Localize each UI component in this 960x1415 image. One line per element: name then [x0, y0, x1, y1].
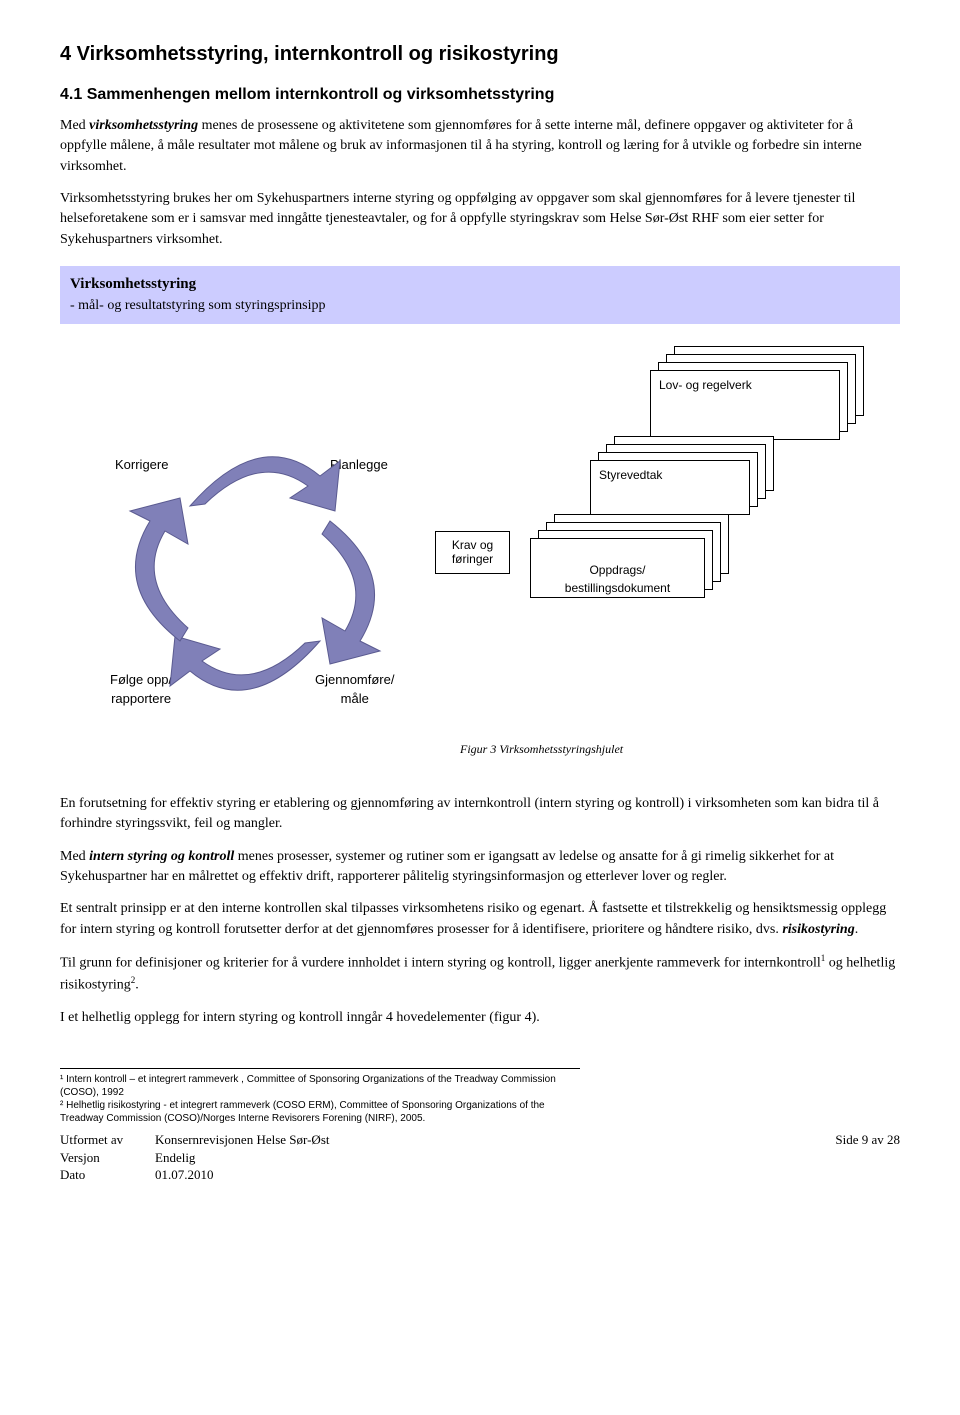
paragraph-5: Et sentralt prinsipp er at den interne k…: [60, 899, 900, 940]
arrow-left: [110, 496, 200, 656]
section-heading: 4 Virksomhetsstyring, internkontroll og …: [60, 40, 900, 69]
term-risikostyring: risikostyring: [782, 922, 854, 937]
term-intern-styring: intern styring og kontroll: [89, 849, 234, 864]
label-korrigere: Korrigere: [115, 456, 168, 475]
figure-caption: Figur 3 Virksomhetsstyringshjulet: [460, 741, 623, 758]
box-krav: Krav og føringer: [435, 531, 510, 574]
footnote-2: ² Helhetlig risikostyring - et integrert…: [60, 1099, 580, 1125]
label-styrevedtak: Styrevedtak: [599, 468, 662, 482]
banner-title: Virksomhetsstyring: [70, 274, 890, 296]
footer-label: Utformet av: [60, 1131, 155, 1149]
banner-virksomhetsstyring: Virksomhetsstyring - mål- og resultatsty…: [60, 266, 900, 324]
footer-label: Dato: [60, 1166, 155, 1184]
text: .: [135, 977, 139, 992]
label-oppdrags: Oppdrags/ bestillingsdokument: [565, 563, 670, 594]
subsection-heading: 4.1 Sammenhengen mellom internkontroll o…: [60, 83, 900, 106]
paragraph-1: Med virksomhetsstyring menes de prosesse…: [60, 116, 900, 177]
footer-value: Endelig: [155, 1150, 195, 1165]
banner-subtitle: - mål- og resultatstyring som styringspr…: [70, 296, 890, 316]
text: Med: [60, 118, 89, 133]
footnote-1: ¹ Intern kontroll – et integrert rammeve…: [60, 1073, 580, 1099]
text: Med: [60, 849, 89, 864]
diagram-wheel: Lov- og regelverk Styrevedtak Oppdrags/ …: [60, 326, 900, 786]
text: Til grunn for definisjoner og kriterier …: [60, 955, 821, 970]
paragraph-6: Til grunn for definisjoner og kriterier …: [60, 952, 900, 996]
docstack-oppdrags: Oppdrags/ bestillingsdokument: [530, 514, 740, 604]
footer-value: Konsernrevisjonen Helse Sør-Øst: [155, 1132, 329, 1147]
footer-value: 01.07.2010: [155, 1167, 214, 1182]
paragraph-3: En forutsetning for effektiv styring er …: [60, 794, 900, 835]
page-footer: Utformet avKonsernrevisjonen Helse Sør-Ø…: [60, 1131, 900, 1184]
page-number: Side 9 av 28: [835, 1131, 900, 1184]
label-lov: Lov- og regelverk: [659, 378, 752, 392]
text: .: [855, 922, 859, 937]
paragraph-4: Med intern styring og kontroll menes pro…: [60, 847, 900, 888]
paragraph-7: I et helhetlig opplegg for intern styrin…: [60, 1008, 900, 1028]
term-virksomhetsstyring: virksomhetsstyring: [89, 118, 198, 133]
footnotes: ¹ Intern kontroll – et integrert rammeve…: [60, 1068, 580, 1125]
docstack-styrevedtak: Styrevedtak: [590, 436, 780, 516]
footer-label: Versjon: [60, 1149, 155, 1167]
docstack-lov: Lov- og regelverk: [650, 346, 870, 441]
paragraph-2: Virksomhetsstyring brukes her om Sykehus…: [60, 189, 900, 250]
text: Et sentralt prinsipp er at den interne k…: [60, 901, 886, 936]
